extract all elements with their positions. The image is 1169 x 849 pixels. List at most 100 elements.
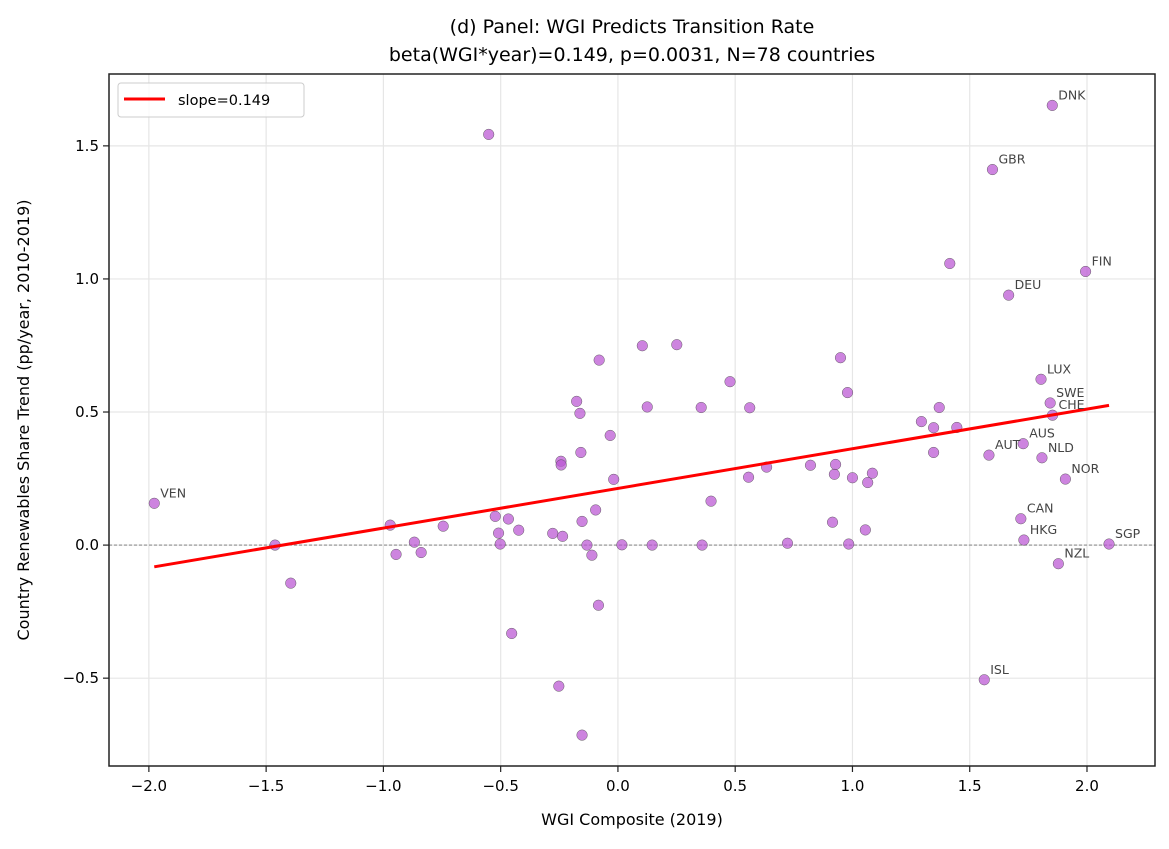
data-point — [834, 352, 847, 364]
data-point — [696, 539, 708, 551]
data-point — [1003, 289, 1015, 301]
point-label: DEU — [1015, 277, 1042, 292]
point-label: AUT — [995, 437, 1021, 452]
axis-ticks: −2.0 −1.5 −1.0 −0.5 0.0 0.5 1.0 1.5 2.0 −0.5 0.0 0.… — [63, 137, 1099, 795]
x-tick-label: 2.0 — [1075, 777, 1099, 795]
x-axis-label: WGI Composite (2019) — [541, 810, 723, 829]
x-tick-label: −2.0 — [131, 777, 167, 795]
point-label: AUS — [1029, 426, 1055, 441]
x-tick-label: 0.5 — [723, 777, 747, 795]
fit-line-group — [154, 403, 1110, 569]
data-point — [547, 527, 559, 539]
data-point — [483, 128, 495, 140]
data-point — [148, 497, 160, 509]
data-point — [915, 416, 927, 428]
data-point — [592, 599, 605, 611]
data-point — [859, 524, 871, 536]
data-point — [1052, 558, 1064, 570]
point-label: DNK — [1058, 87, 1086, 102]
y-tick-label: 0.0 — [75, 536, 99, 554]
data-point — [502, 513, 514, 525]
data-points — [148, 99, 1115, 741]
point-label: SWE — [1056, 385, 1084, 400]
data-point — [978, 674, 990, 686]
data-point — [415, 546, 427, 559]
data-point — [1046, 99, 1058, 111]
data-point — [641, 401, 653, 413]
data-point — [983, 449, 995, 461]
legend-entry-slope: slope=0.149 — [178, 93, 270, 109]
data-point — [575, 446, 587, 459]
data-point — [1103, 538, 1115, 550]
data-point — [285, 577, 297, 589]
point-label: HKG — [1030, 522, 1057, 537]
data-point — [841, 387, 854, 399]
legend-box — [117, 82, 305, 118]
data-point — [574, 407, 586, 419]
data-point — [494, 538, 506, 550]
data-point — [843, 538, 855, 550]
data-point — [513, 524, 525, 536]
data-point — [846, 472, 859, 484]
data-point — [590, 504, 602, 516]
data-point — [1059, 473, 1071, 485]
data-point — [743, 471, 755, 483]
point-label: CHE — [1059, 397, 1085, 412]
point-label: NLD — [1048, 440, 1074, 455]
data-point — [581, 539, 593, 551]
data-point — [408, 536, 420, 548]
data-point — [986, 163, 999, 176]
fit-line — [154, 403, 1110, 569]
data-point — [866, 467, 878, 479]
legend: slope=0.149 — [117, 82, 305, 118]
data-point — [671, 339, 683, 351]
chart-subtitle: beta(WGI*year)=0.149, p=0.0031, N=78 cou… — [389, 44, 875, 66]
data-point — [1080, 265, 1092, 278]
y-tick-label: −0.5 — [63, 669, 99, 687]
data-point — [608, 473, 620, 485]
data-point — [557, 530, 569, 542]
x-tick-label: 0.0 — [606, 777, 630, 795]
data-point — [604, 429, 616, 441]
x-tick-label: −1.0 — [365, 777, 401, 795]
data-point — [724, 376, 736, 388]
data-point — [1036, 452, 1048, 464]
y-tick-label: 1.0 — [75, 270, 99, 288]
data-point — [744, 402, 756, 414]
data-point — [555, 459, 567, 471]
point-label: FIN — [1092, 253, 1112, 268]
data-point — [506, 627, 518, 640]
data-point — [933, 401, 945, 414]
data-point — [586, 549, 598, 561]
data-point — [1018, 534, 1030, 546]
data-point — [593, 354, 605, 366]
data-point — [616, 539, 628, 551]
point-label: VEN — [160, 485, 186, 500]
data-point — [390, 548, 402, 560]
data-point — [830, 458, 842, 470]
data-point — [695, 401, 707, 414]
data-point — [489, 510, 501, 522]
data-point — [828, 468, 840, 480]
data-point — [705, 495, 717, 507]
point-label: NOR — [1071, 461, 1099, 476]
data-point — [576, 729, 588, 741]
data-point — [1017, 438, 1029, 450]
plot-frame — [108, 73, 1156, 767]
data-point — [804, 459, 817, 471]
data-point — [862, 476, 874, 489]
data-point — [437, 520, 449, 532]
data-point — [636, 340, 648, 352]
chart-title: (d) Panel: WGI Predicts Transition Rate — [450, 16, 815, 38]
data-point — [1015, 513, 1027, 525]
point-label: LUX — [1047, 361, 1071, 376]
x-tick-label: 1.5 — [958, 777, 982, 795]
point-label: ISL — [990, 662, 1009, 677]
point-label: NZL — [1064, 546, 1089, 561]
data-point — [493, 527, 505, 539]
data-point — [944, 257, 956, 270]
point-label: CAN — [1027, 501, 1054, 516]
point-label: SGP — [1115, 526, 1141, 541]
data-point — [571, 395, 583, 407]
